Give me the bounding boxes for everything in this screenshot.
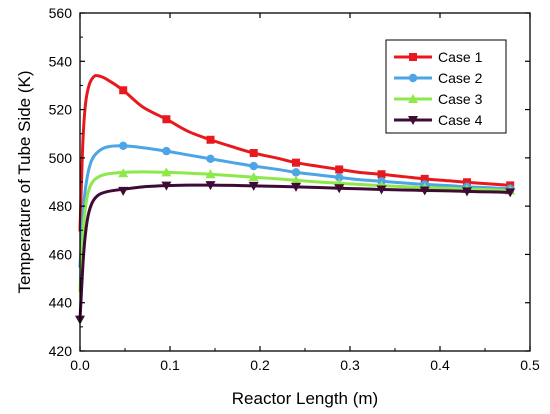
series-4 (75, 181, 516, 325)
legend-item-3: Case 3 (394, 91, 483, 107)
series-4-point-2 (118, 186, 129, 196)
legend-label-2: Case 2 (438, 70, 483, 86)
x-tick-label-2: 0.2 (250, 357, 270, 373)
series-1-point-3 (206, 135, 215, 144)
series-2-point-2 (162, 146, 171, 156)
legend-marker-1 (409, 53, 417, 61)
series-1-point-7 (377, 170, 386, 179)
y-tick-label-3: 480 (49, 198, 73, 214)
y-tick-label-1: 440 (49, 295, 73, 311)
y-tick-label-0: 420 (49, 343, 73, 359)
legend: Case 1 Case 2 Case 3 Case 4 (385, 39, 507, 134)
y-tick-label-2: 460 (49, 246, 73, 262)
series-layer (75, 74, 516, 325)
y-tick-label-7: 560 (49, 5, 73, 21)
series-2-point-6 (335, 173, 344, 182)
series-1-point-5 (292, 158, 300, 167)
series-1-point-4 (249, 149, 258, 158)
series-4-point-10 (462, 187, 472, 197)
series-1-point-8 (420, 174, 429, 183)
series-3-point-1 (118, 168, 129, 178)
y-tick-label-5: 520 (49, 102, 73, 118)
x-tick-label-5: 0.5 (520, 357, 540, 373)
series-4-point-3 (161, 181, 172, 191)
y-tick-label-6: 540 (49, 53, 73, 69)
series-2-point-5 (291, 168, 301, 177)
legend-item-1: Case 1 (394, 49, 483, 65)
series-2-point-1 (119, 141, 128, 150)
series-4-point-5 (248, 181, 259, 191)
series-3-point-2 (161, 167, 172, 177)
x-tick-label-0: 0.0 (70, 357, 90, 373)
x-axis-title: Reactor Length (m) (232, 389, 378, 408)
series-4-point-9 (419, 186, 430, 196)
y-tick-label-4: 500 (49, 150, 73, 166)
legend-marker-3 (408, 94, 418, 103)
legend-label-1: Case 1 (438, 49, 483, 65)
series-4-point-8 (376, 185, 387, 195)
legend-marker-2 (408, 73, 418, 83)
legend-items: Case 1 Case 2 Case 3 Case 4 (394, 49, 483, 128)
series-1-point-9 (463, 178, 471, 187)
legend-item-2: Case 2 (394, 70, 483, 86)
axis-ticks: 0.0 0.1 0.2 0.3 0.4 0.5 420 440 460 480 500 520 540 5… (49, 5, 540, 373)
series-3-point-3 (205, 169, 216, 179)
legend-item-4: Case 4 (394, 112, 483, 128)
series-1-point-1 (119, 86, 128, 95)
series-1 (78, 74, 515, 232)
series-3-point-4 (248, 172, 259, 182)
series-3-point-5 (291, 175, 301, 185)
x-tick-label-4: 0.4 (430, 357, 450, 373)
series-4-point-11 (505, 188, 516, 198)
series-4-point-7 (334, 184, 345, 194)
legend-marker-4 (408, 116, 418, 125)
x-tick-label-3: 0.3 (340, 357, 360, 373)
series-2-point-3 (206, 154, 215, 164)
legend-label-3: Case 3 (438, 91, 483, 107)
series-2-point-4 (249, 161, 258, 171)
x-tick-label-1: 0.1 (160, 357, 180, 373)
y-axis-title: Temperature of Tube Side (K) (15, 70, 34, 293)
series-4-point-4 (205, 181, 216, 191)
series-1-point-2 (162, 115, 171, 124)
legend-label-4: Case 4 (438, 112, 483, 128)
series-4-point-6 (291, 182, 301, 192)
series-1-point-6 (335, 165, 344, 174)
